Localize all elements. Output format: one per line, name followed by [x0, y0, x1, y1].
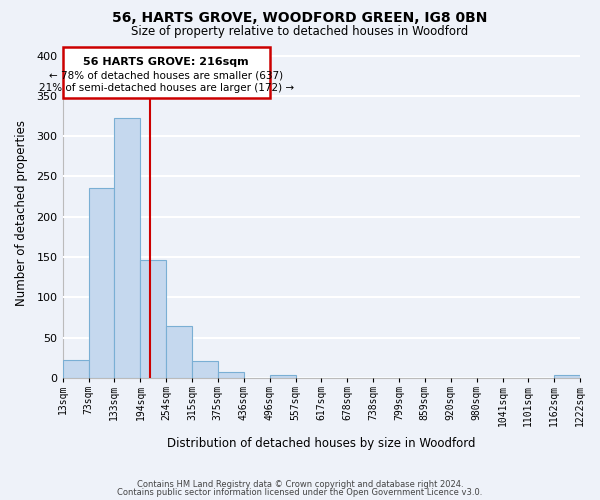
Text: Size of property relative to detached houses in Woodford: Size of property relative to detached ho…: [131, 25, 469, 38]
Text: Contains HM Land Registry data © Crown copyright and database right 2024.: Contains HM Land Registry data © Crown c…: [137, 480, 463, 489]
Bar: [89, 188, 115, 378]
Text: Contains public sector information licensed under the Open Government Licence v3: Contains public sector information licen…: [118, 488, 482, 497]
Bar: [166, 326, 192, 378]
Text: 56, HARTS GROVE, WOODFORD GREEN, IG8 0BN: 56, HARTS GROVE, WOODFORD GREEN, IG8 0BN: [112, 12, 488, 26]
Bar: [63, 48, 269, 98]
X-axis label: Distribution of detached houses by size in Woodford: Distribution of detached houses by size …: [167, 437, 476, 450]
Bar: [269, 376, 296, 378]
Bar: [115, 118, 140, 378]
Bar: [192, 361, 218, 378]
Text: ← 78% of detached houses are smaller (637): ← 78% of detached houses are smaller (63…: [49, 70, 283, 80]
Text: 21% of semi-detached houses are larger (172) →: 21% of semi-detached houses are larger (…: [39, 83, 294, 93]
Bar: [218, 372, 244, 378]
Bar: [140, 260, 166, 378]
Y-axis label: Number of detached properties: Number of detached properties: [15, 120, 28, 306]
Bar: [63, 360, 89, 378]
Text: 56 HARTS GROVE: 216sqm: 56 HARTS GROVE: 216sqm: [83, 57, 249, 67]
Bar: [554, 376, 580, 378]
